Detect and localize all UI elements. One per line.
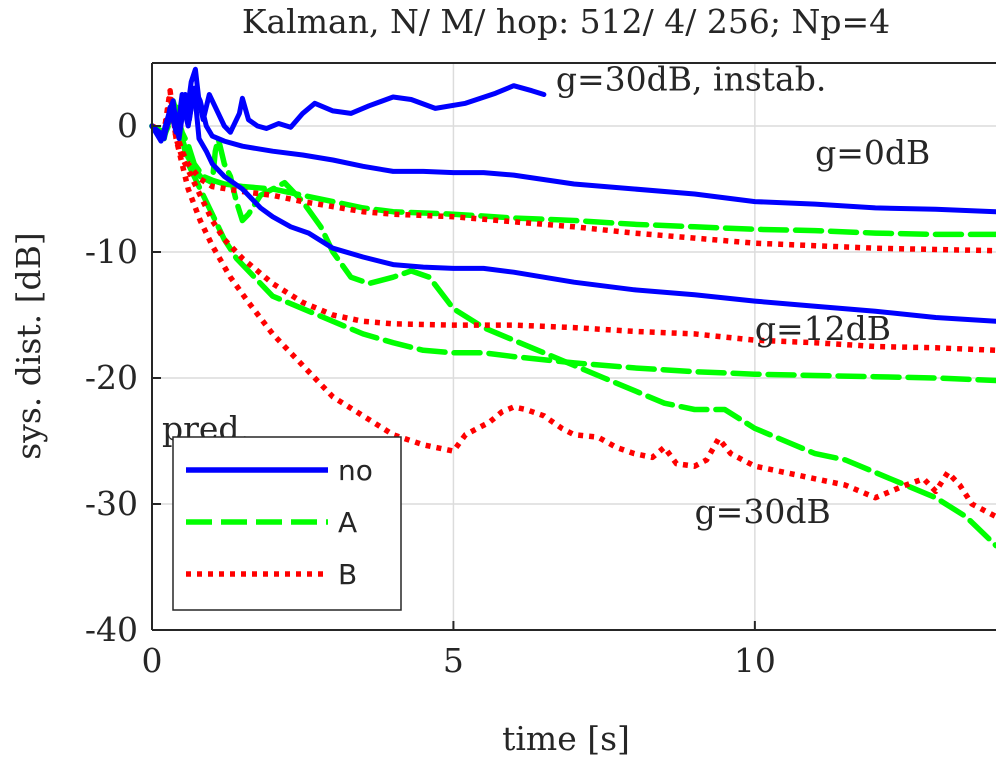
y-tick-label: 0	[117, 106, 138, 145]
annotation-label: g=12dB	[755, 309, 891, 348]
annotations: g=30dB, instab. g=0dB g=12dB g=30dB	[556, 60, 930, 531]
series-layer	[149, 66, 996, 549]
y-tick-label: -40	[85, 610, 138, 649]
y-tick-label: -20	[85, 358, 138, 397]
series-line-no-g-12db	[149, 85, 996, 324]
axis-ticks: 0 5 10 0 -10 -20 -30 -40	[85, 106, 776, 680]
annotation-label: g=0dB	[815, 133, 930, 172]
series-line-a-g-30db	[149, 104, 996, 549]
legend-label: no	[338, 454, 373, 487]
x-tick-label: 0	[142, 641, 163, 680]
annotation-label: g=30dB	[695, 492, 831, 531]
series-line-b-g-12db	[150, 91, 996, 354]
series-line-a-g-0db	[149, 98, 996, 238]
series-line-no-g-0db	[149, 85, 996, 215]
x-tick-label: 5	[443, 641, 464, 680]
legend: no AB	[172, 436, 402, 611]
y-axis-label: sys. dist. [dB]	[9, 232, 48, 459]
annotation-label: g=30dB, instab.	[556, 60, 826, 99]
series-line-b-g-30db	[150, 87, 996, 520]
y-tick-label: -30	[85, 484, 138, 523]
chart-title: Kalman, N/ M/ hop: 512/ 4/ 256; Np=4	[242, 2, 890, 41]
legend-label: A	[338, 506, 357, 539]
y-tick-label: -10	[85, 232, 138, 271]
x-tick-label: 10	[734, 641, 776, 680]
x-axis-label: time [s]	[502, 719, 630, 758]
legend-label: B	[338, 558, 357, 591]
